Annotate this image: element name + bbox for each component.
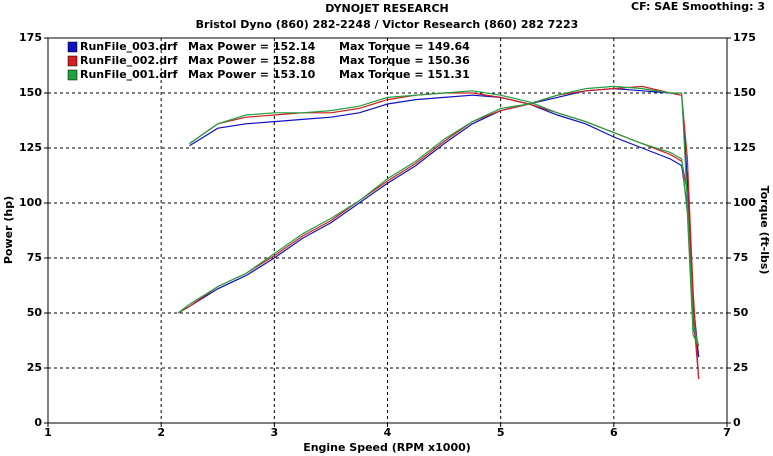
- y2-tick-label: 125: [733, 141, 756, 154]
- torque-line: [189, 90, 700, 347]
- y-tick-label: 50: [27, 306, 43, 319]
- legend-swatch: [67, 41, 78, 53]
- y-axis-label: Power (hp): [2, 196, 15, 264]
- y2-tick-label: 100: [733, 196, 756, 209]
- chart-title: DYNOJET RESEARCH: [325, 2, 448, 15]
- legend-max-power: Max Power = 152.88: [188, 54, 315, 67]
- y-tick-label: 25: [27, 361, 42, 374]
- x-tick-label: 7: [723, 426, 731, 439]
- y-tick-label: 150: [19, 86, 42, 99]
- legend-swatch: [67, 55, 78, 67]
- y2-tick-label: 150: [733, 86, 756, 99]
- legend-name: RunFile_003.drf: [80, 40, 178, 53]
- y-tick-label: 75: [27, 251, 42, 264]
- legend-max-torque: Max Torque = 149.64: [339, 40, 470, 53]
- x-tick-label: 6: [610, 426, 618, 439]
- legend-max-torque: Max Torque = 150.36: [339, 54, 470, 67]
- y2-tick-label: 175: [733, 31, 756, 44]
- x-tick-label: 4: [384, 426, 392, 439]
- legend-max-power: Max Power = 153.10: [188, 68, 316, 81]
- legend-swatch: [67, 69, 78, 81]
- power-line: [177, 85, 700, 347]
- legend-max-torque: Max Torque = 151.31: [339, 68, 470, 81]
- y-tick-label: 125: [19, 141, 42, 154]
- legend-max-power: Max Power = 152.14: [188, 40, 316, 53]
- chart-subtitle: Bristol Dyno (860) 282-2248 / Victor Res…: [196, 18, 579, 31]
- y-tick-label: 175: [19, 31, 42, 44]
- legend-name: RunFile_001.drf: [80, 68, 178, 81]
- settings-label: CF: SAE Smoothing: 3: [631, 0, 765, 13]
- x-tick-label: 1: [44, 426, 52, 439]
- y2-tick-label: 75: [733, 251, 748, 264]
- y2-tick-label: 25: [733, 361, 748, 374]
- plot-border: [47, 37, 728, 424]
- y2-tick-label: 50: [733, 306, 749, 319]
- x-tick-label: 5: [497, 426, 505, 439]
- y-tick-label: 100: [19, 196, 42, 209]
- x-tick-label: 3: [271, 426, 279, 439]
- y-tick-label: 0: [34, 416, 42, 429]
- y2-axis-label: Torque (ft-lbs): [758, 186, 771, 275]
- x-axis-label: Engine Speed (RPM x1000): [303, 441, 471, 454]
- torque-line: [189, 94, 700, 358]
- legend-name: RunFile_002.drf: [80, 54, 178, 67]
- torque-line: [189, 92, 700, 380]
- y2-tick-label: 0: [733, 416, 741, 429]
- x-tick-label: 2: [157, 426, 165, 439]
